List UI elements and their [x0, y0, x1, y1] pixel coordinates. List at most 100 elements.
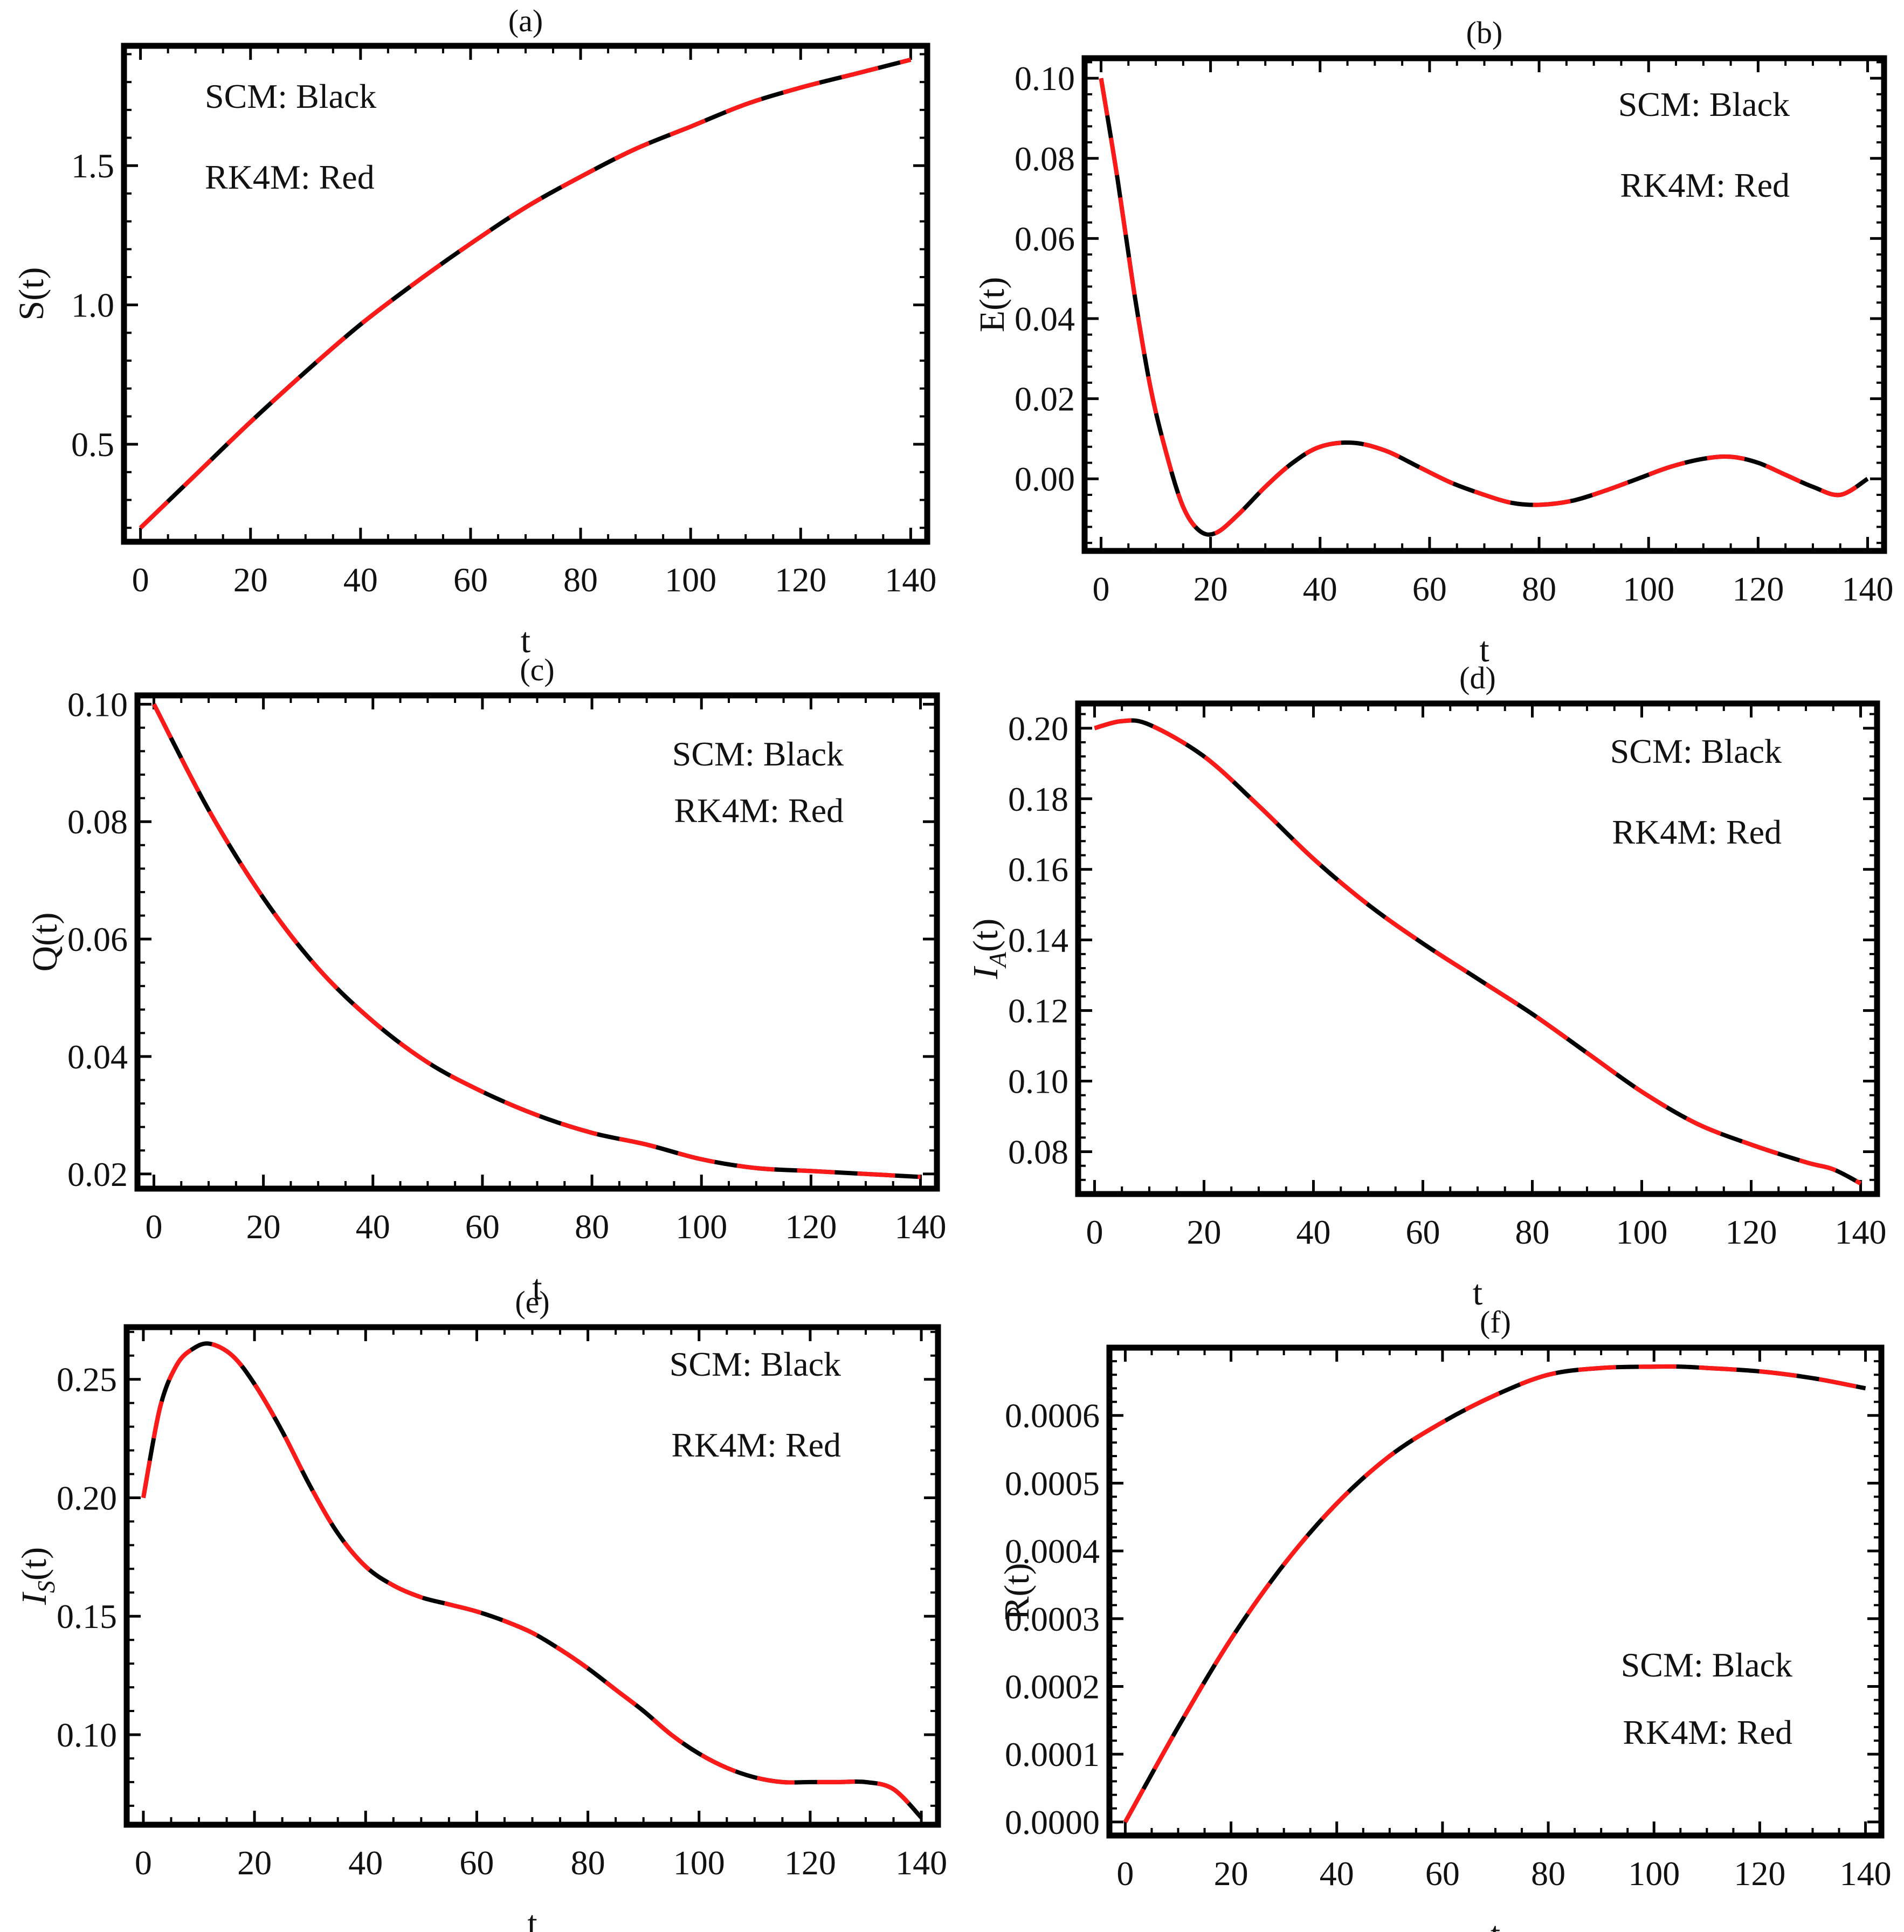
x-tick-label: 40 [1296, 1213, 1330, 1251]
x-tick-label: 120 [785, 1208, 837, 1246]
legend-entry: RK4M: Red [1623, 1713, 1792, 1751]
y-tick-label: 0.00 [1015, 460, 1075, 498]
x-tick-label: 0 [145, 1208, 162, 1246]
y-tick-label: 0.0003 [1005, 1600, 1100, 1638]
x-tick-label: 40 [1320, 1854, 1354, 1893]
series-line-scm [151, 703, 921, 1179]
x-tick-label: 20 [1194, 570, 1228, 608]
x-axis-label: t [1491, 1915, 1500, 1932]
plot-frame [123, 1324, 941, 1828]
y-tick-label: 0.0000 [1005, 1803, 1100, 1841]
chart-c: 0 20 40 60 80 100 120 140 0.02 0.04 0.06 0.08 0.10 (c… [25, 652, 947, 1307]
x-tick-label: 60 [465, 1208, 500, 1246]
panel-title: (e) [515, 1285, 549, 1320]
x-tick-label: 0 [1116, 1854, 1134, 1893]
x-axis-label: t [532, 1268, 542, 1307]
y-tick-label: 0.12 [1008, 992, 1068, 1030]
y-axis-label-sub: S [32, 1581, 60, 1593]
y-axis-label: Q(t) [25, 913, 65, 972]
plot-frame [121, 43, 930, 545]
y-tick-label: 0.25 [57, 1361, 117, 1399]
x-tick-label: 80 [1515, 1213, 1550, 1251]
y-axis-label: E(t) [972, 277, 1012, 333]
y-tick-label: 0.5 [71, 425, 114, 464]
y-axis-label: S(t) [12, 267, 51, 321]
y-tick-label: 0.16 [1008, 851, 1068, 889]
x-axis-label: t [521, 621, 530, 660]
y-tick-label: 0.0005 [1005, 1464, 1100, 1502]
x-axis-label: t [1473, 1273, 1482, 1313]
legend-entry: SCM: Black [672, 735, 844, 773]
y-tick-label: 0.0004 [1005, 1532, 1100, 1570]
legend-entry: SCM: Black [1621, 1646, 1792, 1684]
plot-frame [1075, 700, 1880, 1197]
y-tick-label: 0.08 [67, 803, 128, 841]
panel-title: (b) [1466, 15, 1503, 50]
x-tick-label: 80 [563, 561, 598, 599]
series-line-scm [1123, 1364, 1866, 1823]
y-axis-label: IS(t) [15, 1547, 60, 1605]
x-tick-label: 140 [895, 1844, 947, 1882]
x-tick-label: 80 [1522, 570, 1556, 608]
x-axis-label: t [1479, 630, 1489, 670]
y-tick-label: 0.06 [67, 920, 128, 958]
series-line-rk4m [151, 703, 921, 1179]
series-line-rk4m [139, 57, 912, 530]
panel-title: (c) [520, 652, 554, 687]
x-axis-label: t [527, 1904, 537, 1932]
chart-a: 0 20 40 60 80 100 120 140 0.5 1.0 1.5 (a) t S(t) SCM: … [12, 3, 936, 660]
x-tick-label: 140 [895, 1208, 947, 1246]
y-tick-label: 0.15 [57, 1597, 117, 1636]
x-tick-label: 120 [1734, 1854, 1785, 1893]
x-tick-label: 0 [1086, 1213, 1103, 1251]
x-tick-label: 80 [575, 1208, 609, 1246]
x-tick-label: 0 [1092, 570, 1109, 608]
y-tick-label: 0.10 [57, 1716, 117, 1754]
y-tick-label: 0.0006 [1005, 1397, 1100, 1435]
x-tick-label: 120 [1726, 1213, 1777, 1251]
x-tick-label: 20 [246, 1208, 281, 1246]
panel-title: (d) [1459, 660, 1496, 695]
x-tick-label: 80 [571, 1844, 605, 1882]
chart-e: 0 20 40 60 80 100 120 1400.100.150.200.25(e)tIS… [15, 1285, 947, 1932]
series-line-rk4m [141, 1341, 923, 1819]
legend-entry: SCM: Black [670, 1345, 841, 1383]
x-tick-label: 60 [453, 561, 488, 599]
x-tick-label: 40 [356, 1208, 390, 1246]
y-tick-label: 0.02 [67, 1155, 128, 1193]
y-tick-label: 0.20 [1008, 709, 1068, 748]
y-tick-label: 0.10 [1015, 59, 1075, 98]
x-tick-label: 40 [343, 561, 378, 599]
chart-d: 0 20 40 60 80 100 120 140 0.08 0.10 0.12 0.14 0.16 0.… [966, 660, 1887, 1313]
series-line-scm [1099, 78, 1869, 537]
y-tick-label: 0.10 [67, 685, 128, 723]
y-axis-label-main: I [15, 1591, 54, 1605]
series-line-scm [1094, 718, 1862, 1185]
x-tick-label: 100 [1628, 1854, 1680, 1893]
panel-title: (a) [508, 3, 543, 38]
legend-entry: RK4M: Red [205, 158, 375, 196]
y-axis-label: R(t) [997, 1563, 1037, 1620]
y-tick-label: 0.04 [67, 1038, 128, 1076]
x-tick-label: 100 [1623, 570, 1674, 608]
x-tick-label: 60 [1405, 1213, 1440, 1251]
chart-f: 0 20 40 60 80 100 120 140 0.0000 0.0001 0.0002 0.00… [997, 1305, 1892, 1932]
y-tick-label: 0.0002 [1005, 1667, 1100, 1706]
x-tick-label: 20 [1214, 1854, 1248, 1893]
x-tick-label: 120 [1732, 570, 1784, 608]
x-tick-label: 40 [1303, 570, 1337, 608]
x-tick-label: 20 [233, 561, 268, 599]
legend-entry: SCM: Black [1610, 732, 1782, 770]
panel-title: (f) [1480, 1305, 1511, 1340]
y-tick-label: 1.5 [71, 147, 114, 185]
y-tick-label: 0.02 [1015, 380, 1075, 418]
y-tick-label: 0.18 [1008, 780, 1068, 818]
series-line-rk4m [1099, 78, 1869, 537]
chart-b: 0 20 40 60 80 100 120 140 0.00 0.02 0.04 0.06 0.08 0.… [972, 15, 1894, 670]
y-tick-label: 0.08 [1008, 1133, 1068, 1171]
legend-entry: RK4M: Red [674, 791, 844, 830]
y-tick-label: 0.0001 [1005, 1735, 1100, 1774]
x-tick-label: 80 [1531, 1854, 1565, 1893]
series-line-rk4m [1094, 718, 1862, 1185]
